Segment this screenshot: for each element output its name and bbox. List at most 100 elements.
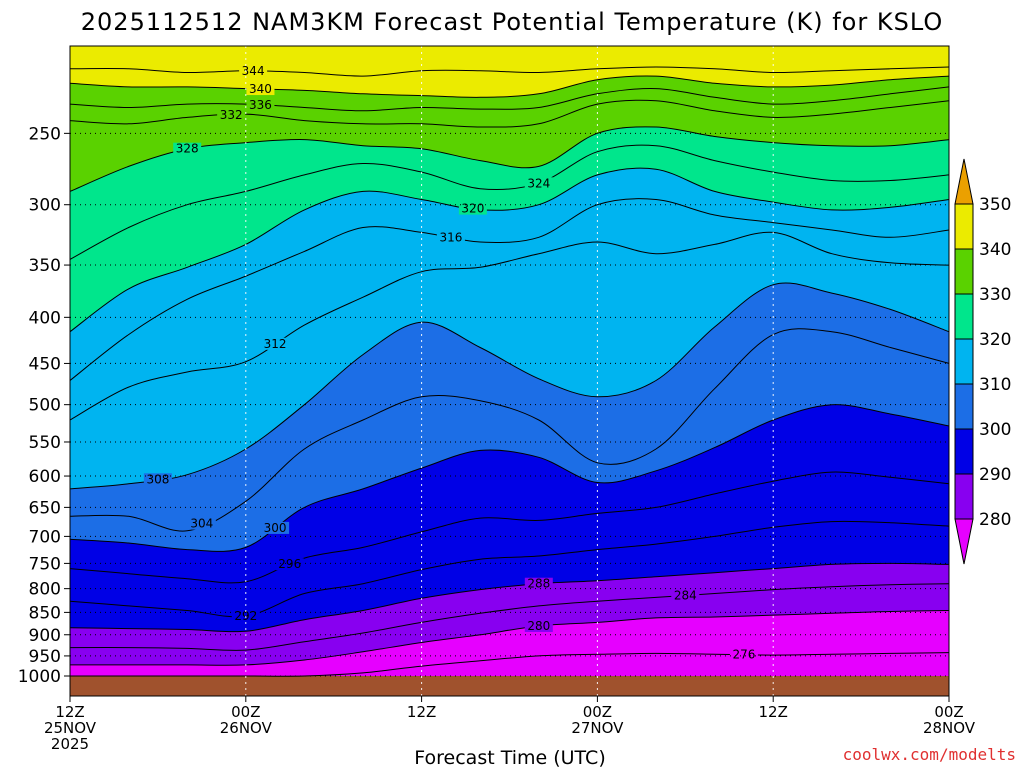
x-tick-label-12-2: 26NOV <box>220 719 273 737</box>
isentrope-label-312: 312 <box>264 337 287 351</box>
y-tick-label-800: 800 <box>29 580 61 600</box>
theta-band-296 <box>70 472 949 617</box>
theta-band-300 <box>70 404 949 583</box>
y-tick-label-400: 400 <box>29 308 61 328</box>
colorbar-band-330 <box>954 248 974 295</box>
isentrope-label-bg-336 <box>246 98 275 111</box>
isentrope-label-bg-280 <box>524 619 553 632</box>
x-tick-label-0-2: 25NOV <box>44 719 97 737</box>
theta-band-324 <box>70 145 949 332</box>
surface-fill <box>70 676 949 696</box>
chart-title: 2025112512 NAM3KM Forecast Potential Tem… <box>81 8 943 36</box>
colorbar-band-290 <box>954 428 974 475</box>
theta-band-280 <box>70 610 949 677</box>
theta-band-308 <box>70 282 949 532</box>
isentrope-label-344: 344 <box>242 64 265 78</box>
isentrope-label-bg-312 <box>261 337 290 350</box>
x-tick-label-0-1: 12Z <box>55 703 84 721</box>
isentrope-label-324: 324 <box>527 176 550 190</box>
isentrope-label-bg-328 <box>173 142 202 155</box>
y-tick-label-350: 350 <box>29 256 61 276</box>
isentrope-label-284: 284 <box>674 588 697 602</box>
isentrope-label-300: 300 <box>264 521 287 535</box>
credit-text: coolwx.com/modelts <box>843 745 1016 764</box>
colorbar-tick-310: 310 <box>979 375 1011 395</box>
isentrope-label-bg-300 <box>261 521 290 534</box>
theta-band-284 <box>70 583 949 666</box>
isentrope-label-bg-316 <box>436 231 465 244</box>
isentrope-288 <box>69 562 950 633</box>
colorbar-band-320 <box>954 293 974 340</box>
colorbar-over-triangle <box>954 158 974 205</box>
isentrope-324 <box>69 144 950 260</box>
y-tick-label-650: 650 <box>29 498 61 518</box>
isentrope-332 <box>69 99 950 128</box>
isentrope-label-bg-288 <box>524 577 553 590</box>
x-tick-label-48-1: 12Z <box>759 703 788 721</box>
y-tick-label-600: 600 <box>29 467 61 487</box>
isentrope-labels: 344 340 336 332 328 324 320 316 312 308 304 300 296 2… <box>143 64 758 662</box>
isentrope-340 <box>69 75 950 98</box>
isentrope-304 <box>69 328 950 532</box>
isentrope-label-296: 296 <box>278 557 301 571</box>
isentrope-label-320: 320 <box>461 202 484 216</box>
isentrope-label-288: 288 <box>527 577 550 591</box>
isentrope-276 <box>69 652 950 677</box>
isentrope-300 <box>69 404 950 552</box>
y-tick-label-850: 850 <box>29 603 61 623</box>
colorbar-tick-350: 350 <box>979 195 1011 215</box>
isentrope-label-308: 308 <box>146 472 169 486</box>
theta-band-320 <box>70 168 949 381</box>
isentrope-label-bg-296 <box>275 558 304 571</box>
colorbar-band-340 <box>954 203 974 250</box>
isentrope-344 <box>69 66 950 77</box>
isentrope-label-bg-340 <box>246 83 275 96</box>
theta-band-288 <box>70 563 949 651</box>
x-tick-label-60-1: 00Z <box>934 703 963 721</box>
isentrope-label-336: 336 <box>249 98 272 112</box>
isentrope-336 <box>69 86 950 112</box>
y-tick-label-1000: 1000 <box>18 667 61 687</box>
theta-band-316 <box>70 198 949 420</box>
theta-band-above-344 <box>70 46 949 77</box>
plot-frame <box>69 45 950 697</box>
isentrope-label-bg-276 <box>729 648 758 661</box>
colorbar-band-310 <box>954 338 974 385</box>
isentrope-label-340: 340 <box>249 82 272 96</box>
isentrope-label-328: 328 <box>176 142 199 156</box>
y-tick-label-450: 450 <box>29 354 61 374</box>
y-tick-label-700: 700 <box>29 527 61 547</box>
x-tick-label-60-2: 28NOV <box>923 719 976 737</box>
isentrope-label-bg-344 <box>239 64 268 77</box>
x-tick-label-12-1: 00Z <box>231 703 260 721</box>
isentrope-label-bg-324 <box>524 177 553 190</box>
surface-layer <box>70 676 949 696</box>
isentrope-308 <box>69 282 950 490</box>
isentrope-contours <box>69 66 950 677</box>
colorbar-tick-290: 290 <box>979 465 1011 485</box>
isentrope-328 <box>69 126 950 192</box>
theta-band-312 <box>70 232 949 489</box>
x-tick-label-36-1: 00Z <box>583 703 612 721</box>
isentrope-label-bg-332 <box>217 108 246 121</box>
isentrope-label-332: 332 <box>220 108 243 122</box>
y-axis: 250 300 350 400 450 500 550 600 650 700 750 800 850 9… <box>18 124 70 687</box>
isentrope-284 <box>69 583 950 651</box>
colorbar-under-triangle <box>954 518 974 565</box>
x-axis-label: Forecast Time (UTC) <box>414 747 605 768</box>
isentrope-label-bg-320 <box>458 202 487 215</box>
isentrope-label-bg-304 <box>187 517 216 530</box>
colorbar-tick-280: 280 <box>979 510 1011 530</box>
y-tick-label-550: 550 <box>29 433 61 453</box>
x-tick-label-36-2: 27NOV <box>571 719 624 737</box>
x-tick-label-24-1: 12Z <box>407 703 436 721</box>
y-tick-label-950: 950 <box>29 647 61 667</box>
y-tick-label-750: 750 <box>29 554 61 574</box>
y-tick-label-250: 250 <box>29 124 61 144</box>
theta-band-328 <box>70 126 949 260</box>
isentrope-label-bg-284 <box>671 589 700 602</box>
isentrope-312 <box>69 231 950 421</box>
